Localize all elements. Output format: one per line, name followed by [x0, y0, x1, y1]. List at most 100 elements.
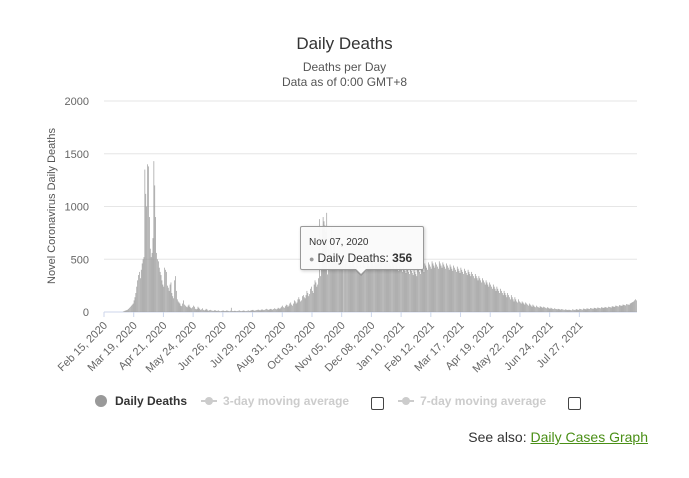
bar[interactable] [295, 303, 297, 312]
bar[interactable] [332, 259, 334, 312]
bar[interactable] [555, 309, 557, 312]
bar[interactable] [523, 303, 525, 312]
bar[interactable] [583, 308, 585, 312]
bar[interactable] [534, 306, 536, 312]
bar[interactable] [203, 309, 204, 312]
bar[interactable] [252, 309, 254, 312]
bar[interactable] [393, 265, 394, 312]
bar[interactable] [589, 309, 590, 312]
bar[interactable] [288, 305, 290, 312]
bar[interactable] [217, 310, 219, 312]
bar[interactable] [624, 305, 626, 312]
bar[interactable] [260, 309, 262, 312]
bar[interactable] [298, 297, 300, 312]
bar[interactable] [596, 308, 598, 312]
bar[interactable] [412, 275, 414, 312]
bar[interactable] [500, 288, 501, 312]
bar[interactable] [425, 265, 427, 312]
bar[interactable] [402, 266, 404, 312]
bar[interactable] [243, 310, 245, 312]
bar[interactable] [342, 258, 344, 312]
bar[interactable] [548, 308, 550, 312]
bar[interactable] [335, 255, 337, 312]
bar[interactable] [497, 288, 499, 312]
bar[interactable] [237, 310, 238, 312]
bar[interactable] [339, 260, 341, 312]
bar[interactable] [181, 306, 183, 312]
bar[interactable] [383, 261, 384, 312]
bar[interactable] [259, 310, 261, 312]
bar[interactable] [553, 309, 554, 312]
bar[interactable] [593, 307, 595, 312]
bar[interactable] [631, 302, 633, 313]
bar[interactable] [627, 304, 628, 312]
bar[interactable] [366, 269, 367, 312]
bar[interactable] [148, 166, 149, 312]
bar[interactable] [275, 309, 277, 312]
bar[interactable] [203, 310, 205, 312]
bar[interactable] [144, 169, 146, 312]
bar[interactable] [395, 264, 397, 312]
bar[interactable] [387, 265, 389, 312]
bar[interactable] [249, 310, 251, 312]
bar[interactable] [629, 303, 631, 312]
bar[interactable] [575, 309, 577, 312]
bar[interactable] [345, 257, 346, 312]
bar[interactable] [268, 309, 270, 312]
bar[interactable] [560, 309, 562, 312]
bar[interactable] [423, 271, 425, 312]
bar[interactable] [143, 257, 145, 312]
bar[interactable] [279, 308, 281, 312]
bar[interactable] [244, 310, 246, 312]
bar[interactable] [483, 280, 484, 312]
bar[interactable] [167, 287, 169, 312]
bar[interactable] [599, 307, 600, 312]
bar[interactable] [194, 308, 196, 312]
bar[interactable] [385, 261, 387, 312]
bar[interactable] [480, 280, 482, 312]
bar[interactable] [514, 297, 516, 312]
bar[interactable] [140, 278, 141, 312]
bar[interactable] [525, 302, 527, 313]
bar[interactable] [612, 306, 614, 312]
bar[interactable] [597, 307, 599, 312]
bar[interactable] [351, 267, 353, 312]
bar[interactable] [372, 263, 373, 312]
bar[interactable] [386, 263, 388, 312]
bar[interactable] [370, 259, 372, 312]
bar[interactable] [541, 307, 543, 312]
bar[interactable] [145, 193, 147, 312]
bar[interactable] [399, 265, 400, 312]
bar[interactable] [232, 311, 234, 312]
bar[interactable] [312, 293, 314, 312]
bar[interactable] [482, 278, 483, 312]
bar[interactable] [429, 264, 430, 312]
bar[interactable] [512, 299, 514, 312]
bar[interactable] [379, 260, 381, 312]
bar[interactable] [195, 309, 197, 312]
bar[interactable] [317, 284, 319, 312]
bar[interactable] [341, 255, 343, 312]
bar[interactable] [336, 259, 337, 312]
bar[interactable] [411, 272, 413, 312]
bar[interactable] [504, 293, 506, 312]
bar[interactable] [320, 276, 321, 312]
bar[interactable] [498, 290, 500, 312]
bar[interactable] [577, 309, 579, 312]
bar[interactable] [555, 308, 556, 312]
bar[interactable] [142, 259, 144, 312]
bar[interactable] [186, 307, 188, 312]
bar[interactable] [427, 269, 428, 312]
bar[interactable] [334, 246, 336, 312]
bar[interactable] [393, 267, 395, 312]
bar[interactable] [369, 267, 371, 312]
bar[interactable] [426, 267, 427, 312]
bar[interactable] [402, 271, 403, 312]
bar[interactable] [215, 310, 217, 312]
bar[interactable] [270, 308, 272, 312]
bar[interactable] [178, 302, 180, 313]
bar[interactable] [364, 265, 365, 312]
bar[interactable] [352, 262, 354, 312]
bar[interactable] [189, 306, 191, 312]
bar[interactable] [468, 271, 470, 312]
